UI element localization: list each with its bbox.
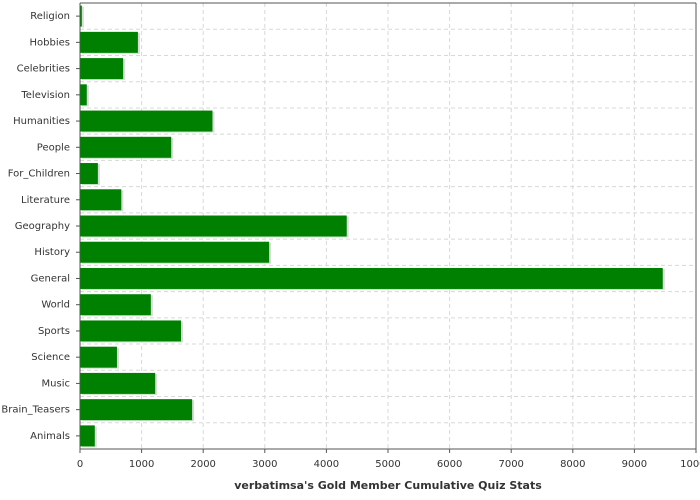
- x-tick-label: 6000: [437, 459, 462, 470]
- x-tick-label: 9000: [622, 459, 647, 470]
- x-tick-label: 5000: [375, 459, 400, 470]
- bar: [80, 163, 98, 185]
- bar: [80, 320, 182, 342]
- bar: [80, 110, 213, 132]
- y-tick-label: People: [37, 142, 70, 153]
- bar: [80, 346, 117, 368]
- y-tick-label: Religion: [30, 11, 70, 22]
- y-tick-label: Music: [42, 378, 70, 389]
- x-tick-label: 8000: [560, 459, 585, 470]
- y-tick-label: Celebrities: [17, 64, 70, 75]
- bar: [80, 294, 151, 316]
- x-tick-label: 3000: [252, 459, 277, 470]
- x-tick-label: 1000: [129, 459, 154, 470]
- bar: [80, 399, 193, 421]
- x-tick-label: 10000: [680, 459, 700, 470]
- bar: [80, 5, 82, 27]
- x-tick-label: 2000: [190, 459, 215, 470]
- bar: [80, 84, 87, 106]
- bar: [80, 372, 156, 394]
- y-tick-label: Hobbies: [30, 37, 70, 48]
- bar: [80, 267, 663, 289]
- x-tick-label: 7000: [498, 459, 523, 470]
- y-tick-label: Literature: [21, 195, 70, 206]
- bar: [80, 31, 138, 53]
- bar: [80, 241, 270, 263]
- y-tick-label: Geography: [15, 221, 70, 232]
- bar: [80, 58, 124, 80]
- bar: [80, 189, 122, 211]
- y-tick-label: Brain_Teasers: [1, 405, 70, 416]
- x-tick-label: 4000: [314, 459, 339, 470]
- y-tick-label: Television: [20, 90, 70, 101]
- y-tick-label: Sports: [38, 326, 70, 337]
- bar: [80, 136, 172, 158]
- x-tick-label: 0: [77, 459, 83, 470]
- y-tick-label: Humanities: [13, 116, 70, 127]
- bar-shadow: [82, 6, 84, 28]
- y-tick-label: History: [34, 247, 70, 258]
- y-tick-label: World: [41, 300, 70, 311]
- y-tick-label: For_Children: [8, 169, 70, 180]
- bar: [80, 425, 95, 447]
- y-tick-label: General: [31, 273, 70, 284]
- y-tick-label: Animals: [30, 431, 70, 442]
- x-axis-label: verbatimsa's Gold Member Cumulative Quiz…: [234, 479, 542, 492]
- bar: [80, 215, 347, 237]
- y-tick-label: Science: [31, 352, 70, 363]
